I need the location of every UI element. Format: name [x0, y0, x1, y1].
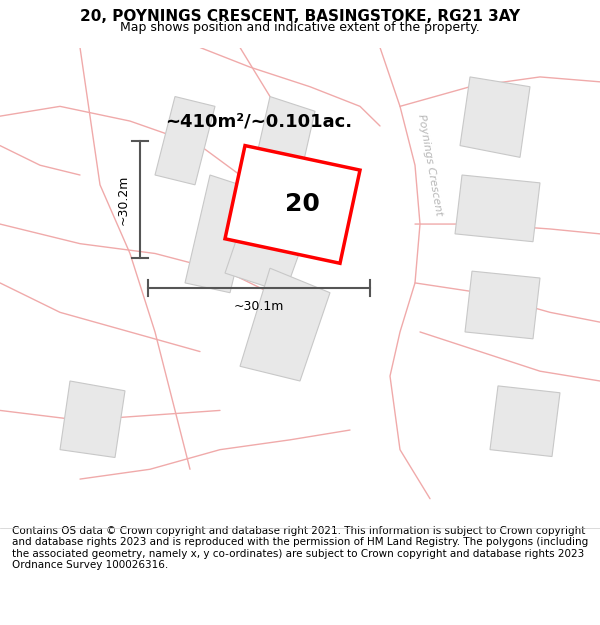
Text: Map shows position and indicative extent of the property.: Map shows position and indicative extent…: [120, 21, 480, 34]
Polygon shape: [490, 386, 560, 456]
Text: ~30.1m: ~30.1m: [234, 299, 284, 312]
Polygon shape: [240, 268, 330, 381]
Text: 20, POYNINGS CRESCENT, BASINGSTOKE, RG21 3AY: 20, POYNINGS CRESCENT, BASINGSTOKE, RG21…: [80, 9, 520, 24]
Text: Poynings Crescent: Poynings Crescent: [416, 114, 444, 217]
Polygon shape: [455, 175, 540, 242]
Polygon shape: [155, 96, 215, 185]
Polygon shape: [60, 381, 125, 458]
Text: 20: 20: [285, 192, 320, 216]
Polygon shape: [225, 146, 360, 263]
Polygon shape: [185, 175, 255, 292]
Text: Contains OS data © Crown copyright and database right 2021. This information is : Contains OS data © Crown copyright and d…: [12, 526, 588, 571]
Text: ~410m²/~0.101ac.: ~410m²/~0.101ac.: [165, 112, 352, 130]
Polygon shape: [225, 185, 315, 292]
Polygon shape: [465, 271, 540, 339]
Polygon shape: [250, 96, 315, 199]
Text: ~30.2m: ~30.2m: [117, 174, 130, 225]
Polygon shape: [460, 77, 530, 158]
